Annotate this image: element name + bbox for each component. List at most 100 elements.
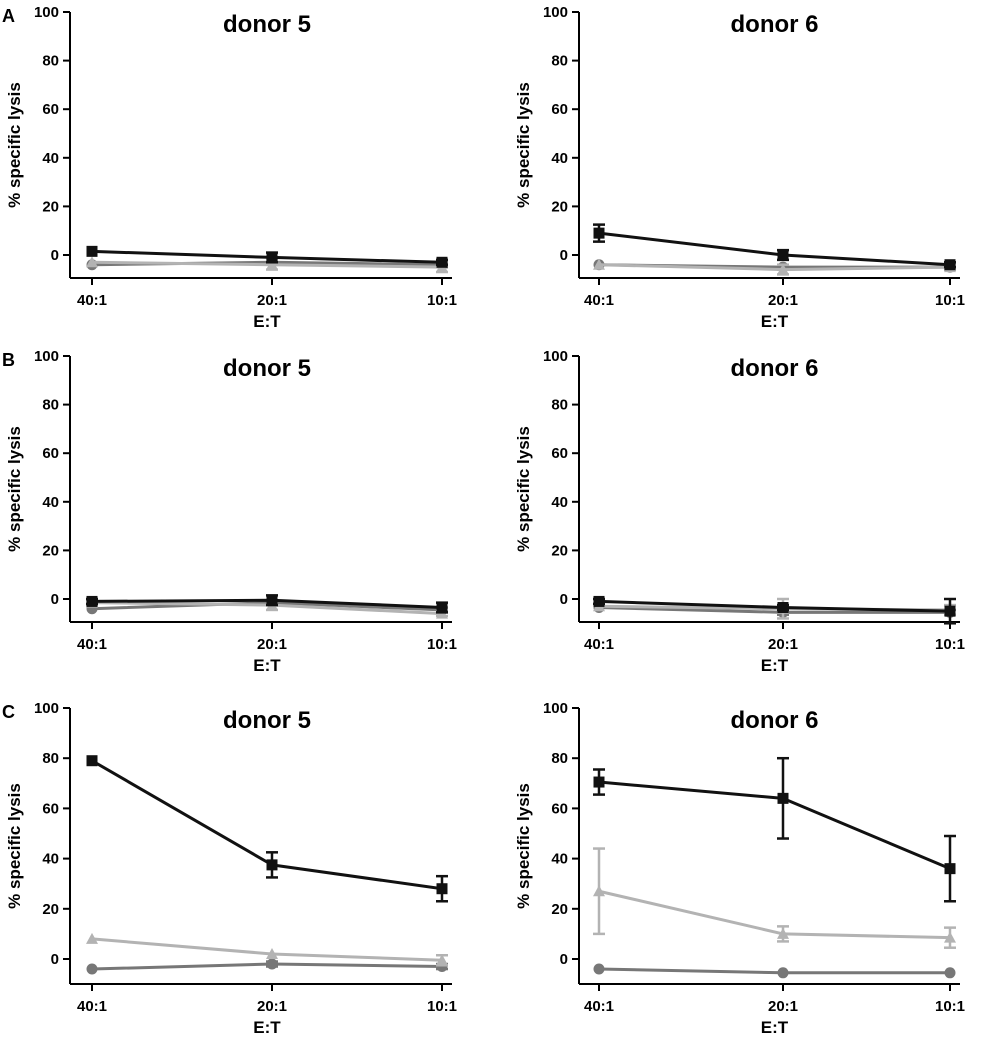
panel-letter-a: A bbox=[2, 6, 15, 26]
series-series-3 bbox=[86, 958, 448, 975]
y-axis-label: % specific lysis bbox=[5, 426, 24, 552]
x-tick-label: 40:1 bbox=[584, 292, 614, 309]
y-axis-label: % specific lysis bbox=[5, 82, 24, 208]
y-tick-label: 100 bbox=[543, 700, 568, 717]
y-tick-label: 80 bbox=[42, 53, 59, 70]
x-axis-label: E:T bbox=[253, 656, 281, 675]
y-tick-label: 60 bbox=[42, 101, 59, 118]
series-line bbox=[598, 231, 951, 267]
y-tick-label: 0 bbox=[51, 591, 59, 608]
x-axis-label: E:T bbox=[761, 1018, 789, 1037]
x-tick-label: 40:1 bbox=[77, 292, 107, 309]
series-series-2 bbox=[86, 932, 448, 967]
y-tick-label: 20 bbox=[42, 198, 59, 215]
chart-panel-c-left: donor 5 0 20 40 60 80 100 40:1 20:1 10:1 E:T % spec… bbox=[5, 700, 457, 1037]
data-point-square bbox=[266, 859, 278, 871]
series-series-1 bbox=[593, 595, 956, 625]
x-tick-label: 20:1 bbox=[257, 292, 287, 309]
y-tick-label: 40 bbox=[42, 150, 59, 167]
data-point-triangle bbox=[593, 885, 605, 897]
data-point-square bbox=[944, 259, 956, 271]
series-line bbox=[91, 937, 443, 962]
data-point-square bbox=[436, 602, 448, 614]
y-tick-label: 0 bbox=[560, 951, 568, 968]
x-tick-label: 40:1 bbox=[77, 998, 107, 1015]
data-point-triangle bbox=[777, 927, 789, 939]
x-tick-label: 10:1 bbox=[427, 998, 457, 1015]
y-tick-label: 20 bbox=[551, 198, 568, 215]
data-point-triangle bbox=[86, 256, 98, 268]
y-tick-label: 40 bbox=[42, 851, 59, 868]
series-series-3 bbox=[593, 963, 956, 979]
x-axis-label: E:T bbox=[253, 312, 281, 331]
x-tick-label: 40:1 bbox=[77, 636, 107, 653]
chart-title: donor 5 bbox=[223, 355, 311, 382]
y-tick-label: 60 bbox=[42, 800, 59, 817]
x-tick-label: 10:1 bbox=[935, 636, 965, 653]
y-tick-label: 80 bbox=[551, 53, 568, 70]
y-tick-label: 0 bbox=[51, 247, 59, 264]
y-tick-label: 40 bbox=[551, 494, 568, 511]
series-line bbox=[598, 967, 950, 975]
x-tick-label: 10:1 bbox=[427, 292, 457, 309]
data-point-circle bbox=[593, 963, 605, 975]
y-tick-label: 100 bbox=[543, 348, 568, 365]
data-point-triangle bbox=[266, 258, 278, 270]
y-tick-label: 20 bbox=[551, 901, 568, 918]
data-point-square bbox=[436, 883, 448, 895]
y-tick-label: 80 bbox=[551, 397, 568, 414]
y-tick-label: 40 bbox=[42, 494, 59, 511]
data-point-square bbox=[777, 249, 789, 261]
series-line bbox=[598, 889, 951, 940]
x-tick-label: 10:1 bbox=[427, 636, 457, 653]
x-tick-label: 40:1 bbox=[584, 636, 614, 653]
y-tick-label: 20 bbox=[551, 542, 568, 559]
data-point-triangle bbox=[266, 947, 278, 959]
data-point-square bbox=[777, 792, 789, 804]
y-tick-label: 0 bbox=[560, 591, 568, 608]
series-line bbox=[598, 780, 951, 871]
data-point-triangle bbox=[436, 954, 448, 966]
data-point-circle bbox=[944, 967, 956, 979]
y-tick-label: 100 bbox=[34, 348, 59, 365]
y-tick-label: 60 bbox=[42, 445, 59, 462]
data-point-square bbox=[593, 595, 605, 607]
data-point-square bbox=[266, 594, 278, 606]
series-series-1 bbox=[593, 756, 956, 903]
chart-panel-b-right: donor 6 0 20 40 60 80 100 40:1 20:1 10:1 E:T % spec… bbox=[514, 348, 965, 675]
x-tick-label: 10:1 bbox=[935, 998, 965, 1015]
y-axis-label: % specific lysis bbox=[5, 783, 24, 909]
data-point-circle bbox=[86, 963, 98, 975]
chart-panel-a-right: donor 6 0 20 40 60 80 100 40:1 20:1 10:1 E:T % spec… bbox=[514, 4, 965, 331]
y-tick-label: 100 bbox=[34, 700, 59, 717]
y-axis-label: % specific lysis bbox=[514, 82, 533, 208]
x-tick-label: 20:1 bbox=[768, 636, 798, 653]
panel-letter-c: C bbox=[2, 702, 15, 722]
y-axis-label: % specific lysis bbox=[514, 426, 533, 552]
data-point-triangle bbox=[593, 258, 605, 270]
data-point-square bbox=[944, 605, 956, 617]
y-tick-label: 0 bbox=[51, 951, 59, 968]
y-tick-label: 60 bbox=[551, 101, 568, 118]
data-point-square bbox=[86, 595, 98, 607]
chart-panel-a-left: donor 5 0 20 40 60 80 100 40:1 20:1 10:1 E:T % spec… bbox=[5, 4, 457, 331]
y-tick-label: 80 bbox=[551, 750, 568, 767]
chart-title: donor 5 bbox=[223, 707, 311, 734]
chart-panel-c-right: donor 6 0 20 40 60 80 100 40:1 20:1 10:1 E:T % spec… bbox=[514, 700, 965, 1037]
x-tick-label: 40:1 bbox=[584, 998, 614, 1015]
y-tick-label: 0 bbox=[560, 247, 568, 264]
y-tick-label: 60 bbox=[551, 445, 568, 462]
data-point-square bbox=[593, 776, 605, 788]
chart-title: donor 6 bbox=[731, 707, 819, 734]
chart-title: donor 6 bbox=[731, 355, 819, 382]
series-series-1 bbox=[86, 245, 448, 268]
y-tick-label: 80 bbox=[42, 397, 59, 414]
data-point-square bbox=[86, 245, 98, 257]
chart-panel-b-left: donor 5 0 20 40 60 80 100 40:1 20:1 10:1 E:T % spec… bbox=[5, 348, 457, 675]
panel-letter-b: B bbox=[2, 350, 15, 370]
data-point-square bbox=[266, 251, 278, 263]
y-tick-label: 40 bbox=[551, 150, 568, 167]
y-tick-label: 20 bbox=[42, 901, 59, 918]
x-tick-label: 20:1 bbox=[257, 636, 287, 653]
